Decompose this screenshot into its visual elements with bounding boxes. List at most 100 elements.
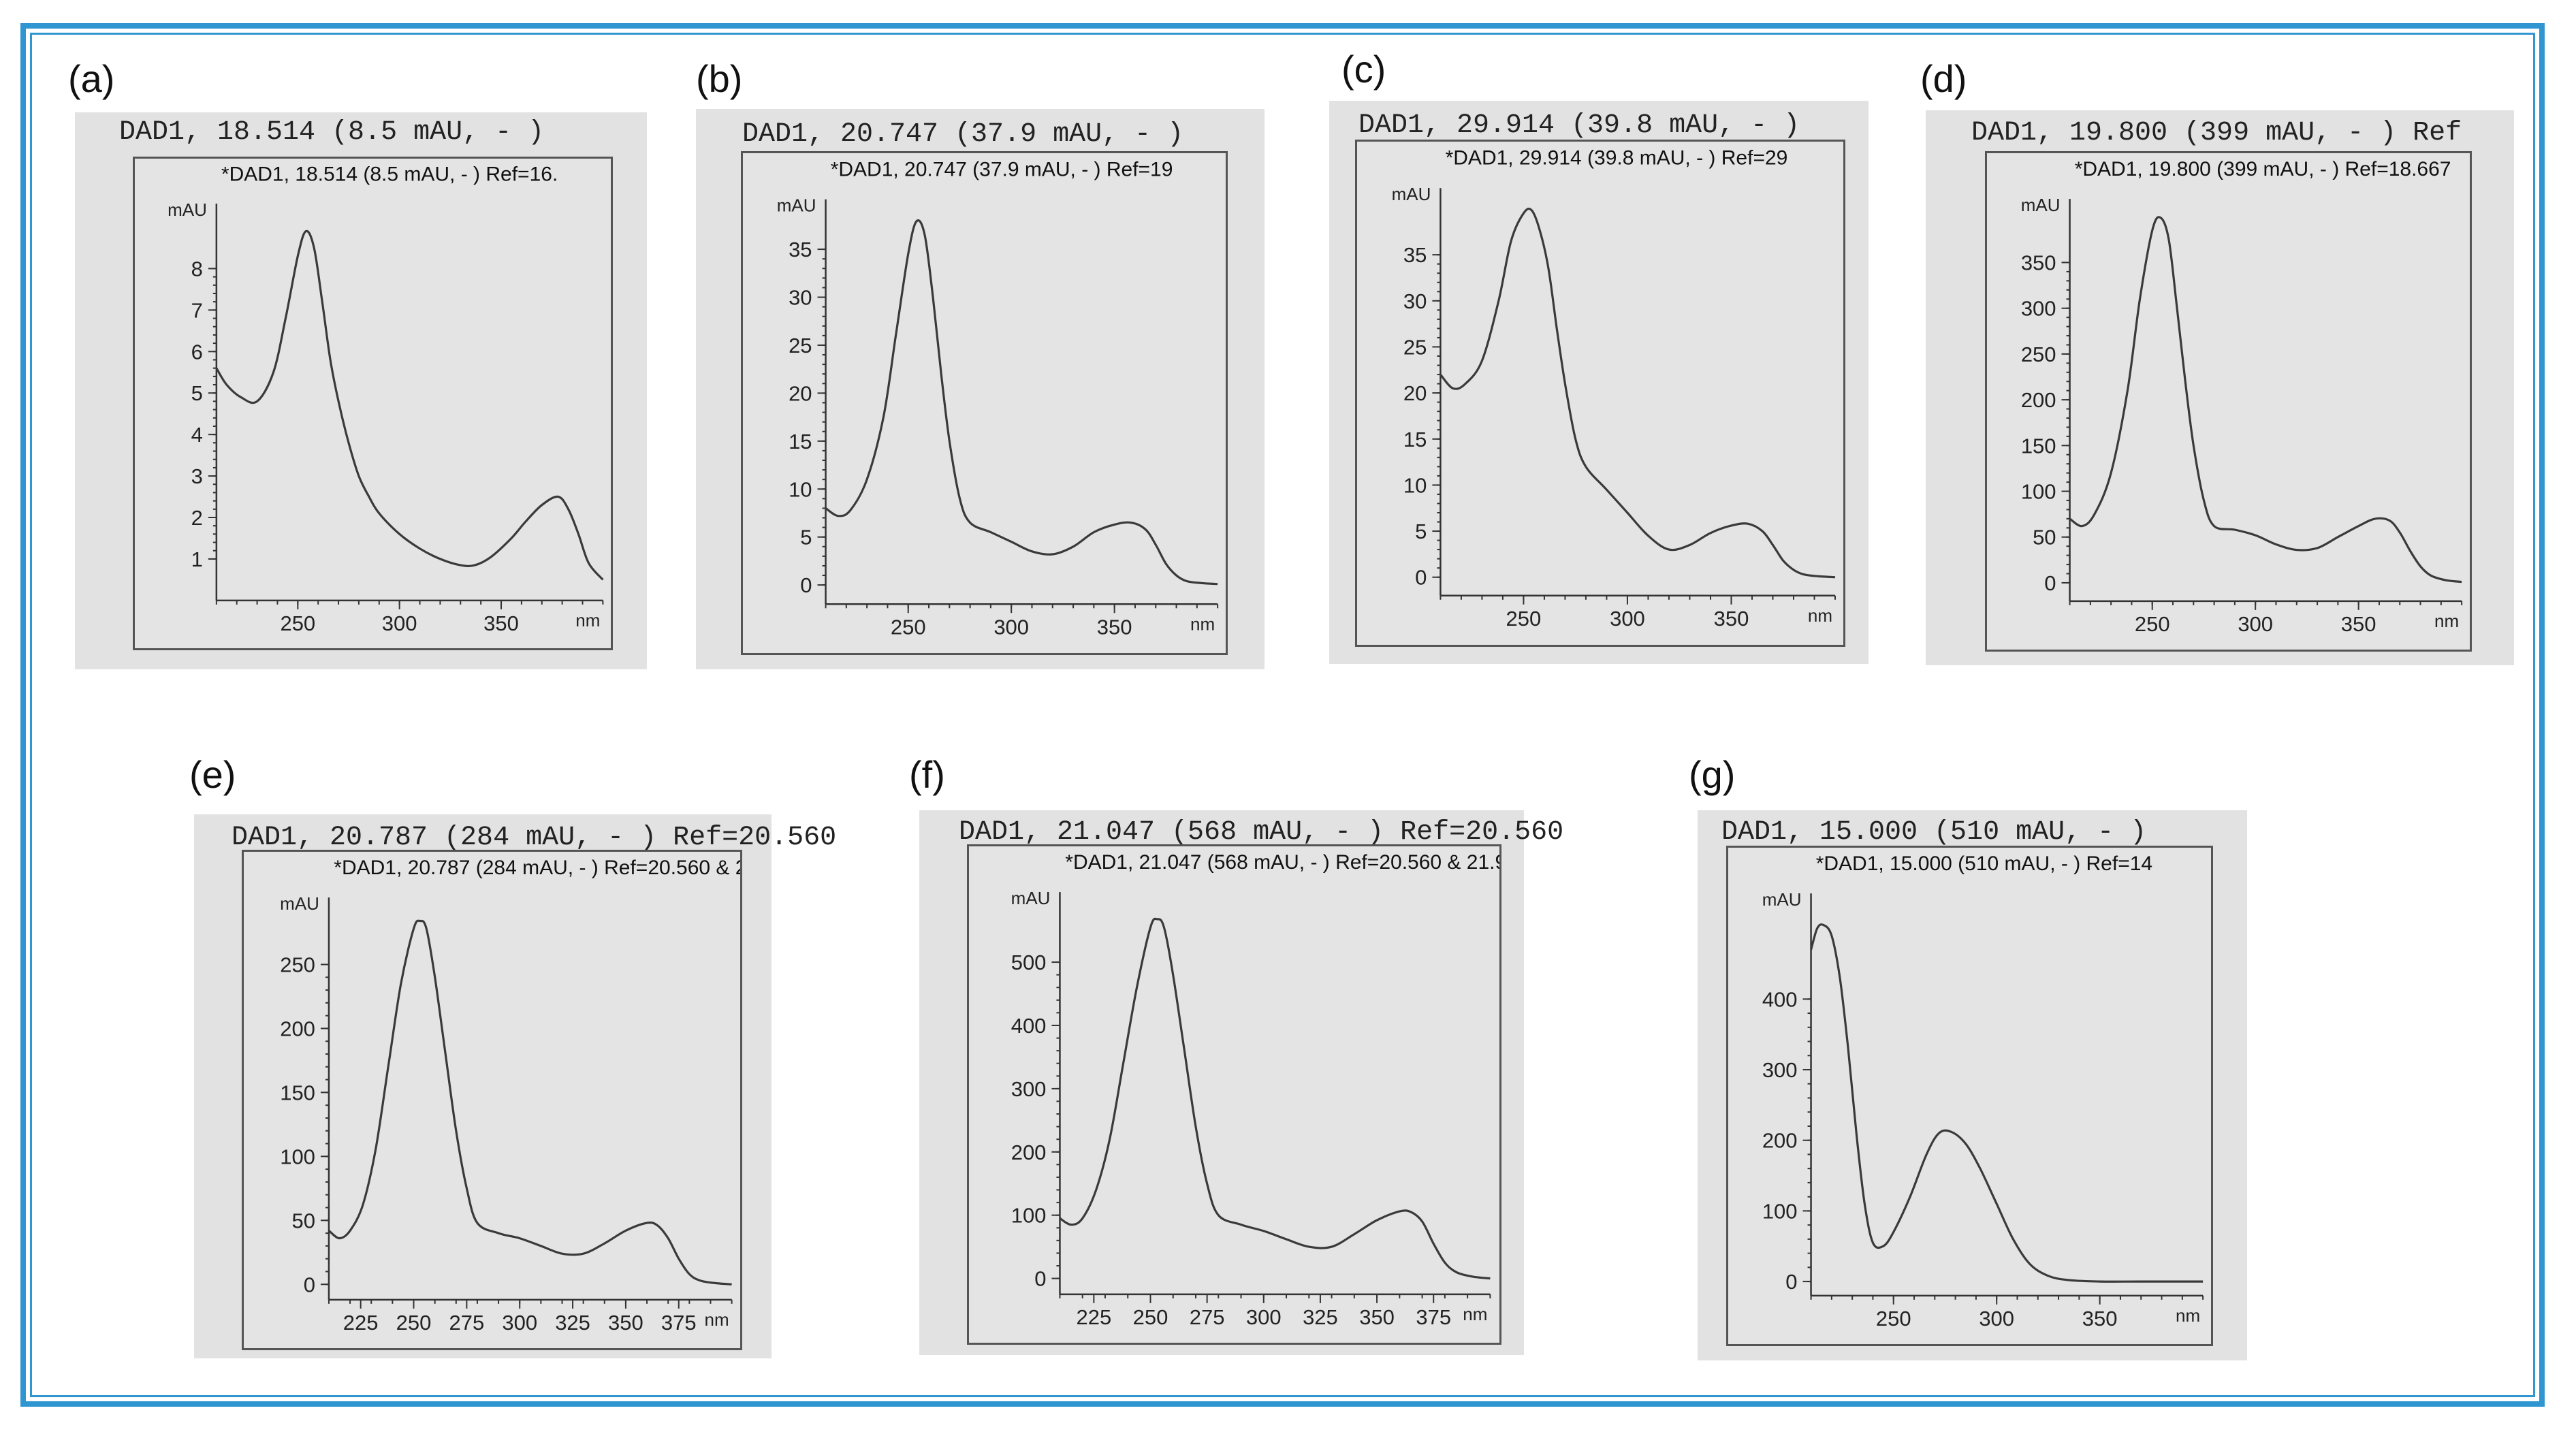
panel-b-chart: *DAD1, 20.747 (37.9 mAU, - ) Ref=19 mAU nm… (777, 158, 1219, 639)
panel-f-y-tick-label: 500 (1011, 951, 1047, 974)
panel-d-y-tick-label: 0 (2044, 571, 2056, 595)
panel-b-x-unit: nm (1190, 613, 1215, 634)
panel-c-y-tick-label: 0 (1415, 566, 1427, 590)
panel-e-spectrum-line (328, 919, 732, 1286)
panel-g-plot-area: *DAD1, 15.000 (510 mAU, - ) Ref=14 mAU nm 0… (1726, 846, 2213, 1346)
panel-f-x-tick-label: 350 (1359, 1305, 1395, 1329)
panel-c-y-tick-label: 10 (1403, 473, 1427, 497)
panel-f-label: (f) (909, 753, 945, 796)
panel-a-x-tick-label: 250 (280, 611, 315, 635)
panel-b-title: DAD1, 20.747 (37.9 mAU, - ) (742, 119, 1184, 150)
panel-f-y-tick-label: 200 (1011, 1140, 1047, 1164)
panel-d-label: (d) (1920, 57, 1967, 100)
panel-a-y-tick-label: 7 (191, 298, 203, 322)
panel-a-chart: *DAD1, 18.514 (8.5 mAU, - ) Ref=16. mAU nm… (168, 163, 604, 635)
panel-g-y-tick-label: 400 (1762, 987, 1798, 1011)
panel-f-x-tick-label: 250 (1133, 1305, 1168, 1329)
panel-b-plot-area: *DAD1, 20.747 (37.9 mAU, - ) Ref=19 mAU nm… (741, 151, 1228, 655)
panel-b-y-tick-label: 30 (789, 286, 812, 310)
panel-f-x-tick-label: 375 (1416, 1305, 1451, 1329)
panel-a-y-tick-label: 8 (191, 257, 203, 281)
panel-b-x-tick-label: 300 (993, 615, 1029, 639)
panel-c-y-tick-label: 20 (1403, 381, 1427, 405)
panel-e-title: DAD1, 20.787 (284 mAU, - ) Ref=20.560 (232, 823, 837, 853)
panel-d-x-tick-label: 350 (2341, 612, 2376, 636)
panel-g-x-tick-label: 300 (1979, 1307, 2014, 1330)
panel-d-x-unit: nm (2434, 611, 2459, 631)
panel-g-chart: *DAD1, 15.000 (510 mAU, - ) Ref=14 mAU nm 0… (1762, 852, 2204, 1330)
panel-d-spectrum-line (2069, 216, 2462, 584)
panel-e-x-unit: nm (705, 1309, 729, 1330)
panel-d-y-tick-label: 250 (2021, 342, 2056, 366)
panel-b-x-tick-label: 250 (891, 615, 926, 639)
panel-a-subtitle: *DAD1, 18.514 (8.5 mAU, - ) Ref=16. (221, 163, 558, 186)
panel-e-y-tick-label: 250 (280, 953, 315, 976)
figure-outer-border (20, 23, 2545, 1407)
panel-d-y-tick-label: 100 (2021, 480, 2056, 504)
panel-a-y-tick-label: 4 (191, 423, 203, 447)
panel-e-label: (e) (189, 753, 236, 796)
panel-d-y-tick-label: 300 (2021, 297, 2056, 321)
panel-g-y-tick-label: 0 (1785, 1270, 1797, 1294)
panel-c-y-tick-label: 30 (1403, 289, 1427, 313)
panel-g-y-tick-label: 100 (1762, 1199, 1798, 1223)
panel-a-title: DAD1, 18.514 (8.5 mAU, - ) (119, 117, 545, 148)
panel-b-y-unit: mAU (777, 195, 816, 216)
panel-a-y-tick-label: 3 (191, 464, 203, 488)
panel-d-y-unit: mAU (2021, 195, 2061, 215)
panel-d-x-tick-label: 250 (2135, 612, 2170, 636)
panel-a-label: (a) (68, 57, 115, 100)
panel-g-x-tick-label: 350 (2082, 1307, 2118, 1330)
panel-e-y-unit: mAU (280, 893, 319, 914)
panel-b-y-tick-label: 15 (789, 430, 812, 453)
panel-e-y-tick-label: 200 (280, 1017, 315, 1040)
panel-c-plot-area: *DAD1, 29.914 (39.8 mAU, - ) Ref=29 mAU nm… (1355, 140, 1845, 647)
panel-g-y-unit: mAU (1762, 889, 1802, 910)
panel-e-chart: *DAD1, 20.787 (284 mAU, - ) Ref=20.560 &… (280, 857, 740, 1335)
panel-d-y-tick-label: 350 (2021, 251, 2056, 275)
panel-d-subtitle: *DAD1, 19.800 (399 mAU, - ) Ref=18.667 (2075, 158, 2451, 180)
panel-g-title: DAD1, 15.000 (510 mAU, - ) (1721, 817, 2147, 848)
panel-a-spectrum-line (215, 229, 604, 581)
panel-d-y-tick-label: 150 (2021, 434, 2056, 458)
panel-d-title: DAD1, 19.800 (399 mAU, - ) Ref (1971, 118, 2462, 148)
panel-d-y-tick-label: 50 (2033, 526, 2056, 549)
panel-c-title: DAD1, 29.914 (39.8 mAU, - ) (1358, 110, 1800, 141)
panel-c-subtitle: *DAD1, 29.914 (39.8 mAU, - ) Ref=29 (1446, 147, 1788, 170)
panel-d-y-tick-label: 200 (2021, 388, 2056, 412)
panel-f-x-unit: nm (1463, 1304, 1487, 1324)
panel-e-x-tick-label: 350 (608, 1311, 643, 1335)
panel-b-y-tick-label: 5 (800, 526, 812, 549)
panel-e-y-tick-label: 0 (304, 1273, 315, 1296)
panel-f-title: DAD1, 21.047 (568 mAU, - ) Ref=20.560 (959, 817, 1564, 848)
panel-g-x-tick-label: 250 (1876, 1307, 1911, 1330)
panel-c-label: (c) (1341, 48, 1386, 91)
panel-a-y-tick-label: 6 (191, 340, 203, 364)
panel-f-x-tick-label: 300 (1246, 1305, 1282, 1329)
panel-c-y-tick-label: 15 (1403, 428, 1427, 451)
panel-f-plot-area: *DAD1, 21.047 (568 mAU, - ) Ref=20.560 &… (967, 844, 1501, 1345)
panel-f-spectrum-line (1059, 917, 1491, 1280)
panel-f-y-unit: mAU (1011, 888, 1051, 908)
panel-b-y-tick-label: 35 (789, 238, 812, 261)
panel-d-chart: *DAD1, 19.800 (399 mAU, - ) Ref=18.667 mA… (2021, 158, 2463, 636)
panel-b-y-tick-label: 10 (789, 477, 812, 501)
panel-e-y-tick-label: 150 (280, 1081, 315, 1104)
panel-a-y-tick-label: 1 (191, 547, 203, 571)
panel-g-label: (g) (1689, 753, 1736, 796)
panel-b-x-tick-label: 350 (1097, 615, 1132, 639)
panel-b-spectrum-line (825, 219, 1218, 586)
panel-c-x-tick-label: 300 (1610, 607, 1645, 631)
panel-c-spectrum-line (1440, 207, 1836, 579)
panel-b-subtitle: *DAD1, 20.747 (37.9 mAU, - ) Ref=19 (831, 158, 1173, 180)
panel-c-y-tick-label: 5 (1415, 520, 1427, 543)
panel-b-y-tick-label: 20 (789, 381, 812, 405)
panel-f-subtitle: *DAD1, 21.047 (568 mAU, - ) Ref=20.560 &… (1065, 851, 1501, 874)
panel-a-x-unit: nm (575, 610, 600, 631)
panel-b-label: (b) (696, 57, 743, 100)
panel-e-x-tick-label: 275 (449, 1311, 484, 1335)
panel-f-y-tick-label: 300 (1011, 1077, 1047, 1101)
panel-c-y-unit: mAU (1392, 184, 1431, 204)
panel-g-x-unit: nm (2176, 1305, 2200, 1326)
panel-b-y-tick-label: 25 (789, 334, 812, 357)
